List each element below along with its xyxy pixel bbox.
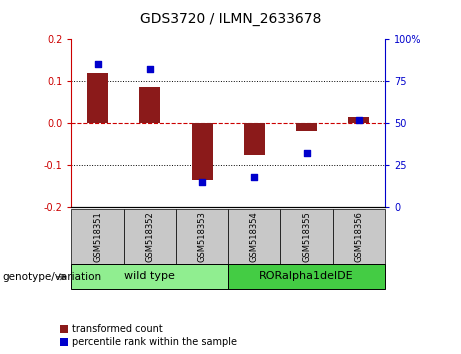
Text: GSM518352: GSM518352 bbox=[145, 211, 154, 262]
Text: GSM518356: GSM518356 bbox=[355, 211, 363, 262]
Text: GSM518355: GSM518355 bbox=[302, 211, 311, 262]
Point bbox=[355, 117, 362, 122]
Bar bbox=[296, 123, 317, 131]
Bar bbox=[176, 209, 228, 264]
Text: GSM518351: GSM518351 bbox=[93, 211, 102, 262]
Point bbox=[303, 150, 310, 156]
Text: genotype/variation: genotype/variation bbox=[2, 272, 101, 282]
Bar bbox=[139, 87, 160, 123]
Point bbox=[146, 67, 154, 72]
Bar bbox=[333, 209, 385, 264]
Bar bbox=[124, 209, 176, 264]
Bar bbox=[244, 123, 265, 155]
Bar bbox=[280, 209, 333, 264]
Bar bbox=[192, 123, 213, 180]
Text: RORalpha1delDE: RORalpha1delDE bbox=[259, 272, 354, 281]
Point bbox=[94, 61, 101, 67]
Text: GSM518353: GSM518353 bbox=[198, 211, 207, 262]
Bar bbox=[71, 264, 228, 289]
Bar bbox=[228, 209, 280, 264]
Bar bbox=[349, 117, 369, 123]
Text: wild type: wild type bbox=[124, 272, 175, 281]
Point bbox=[198, 179, 206, 185]
Bar bbox=[228, 264, 385, 289]
Legend: transformed count, percentile rank within the sample: transformed count, percentile rank withi… bbox=[60, 325, 237, 347]
Point bbox=[251, 174, 258, 180]
Text: GSM518354: GSM518354 bbox=[250, 211, 259, 262]
Bar bbox=[87, 73, 108, 123]
Bar bbox=[71, 209, 124, 264]
Text: GDS3720 / ILMN_2633678: GDS3720 / ILMN_2633678 bbox=[140, 12, 321, 27]
